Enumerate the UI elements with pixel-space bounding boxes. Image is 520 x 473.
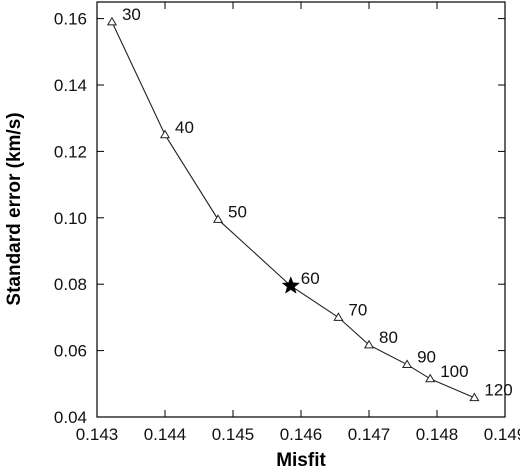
data-point-triangle	[363, 339, 375, 349]
data-point-label: 80	[379, 328, 398, 347]
x-tick-label: 0.145	[212, 425, 255, 444]
data-point-label: 30	[122, 5, 141, 24]
data-point-label: 40	[175, 118, 194, 137]
data-point-label: 50	[228, 202, 247, 221]
x-tick-label: 0.149	[484, 425, 520, 444]
x-tick-label: 0.146	[280, 425, 323, 444]
x-tick-label: 0.144	[144, 425, 187, 444]
data-point-star	[281, 276, 301, 294]
x-axis-title: Misfit	[276, 450, 326, 471]
y-axis: 0.04 0.06 0.08 0.10 0.12 0.14 0.16	[54, 10, 505, 427]
data-point-label: 60	[301, 269, 320, 288]
data-point-triangle	[159, 129, 171, 139]
x-tick-label: 0.147	[348, 425, 391, 444]
y-tick-label: 0.12	[54, 142, 87, 161]
y-tick-label: 0.16	[54, 10, 87, 29]
y-tick-label: 0.06	[54, 342, 87, 361]
data-point-triangle	[425, 373, 436, 383]
y-axis-title: Standard error (km/s)	[4, 112, 25, 305]
x-tick-label: 0.148	[416, 425, 459, 444]
data-point-triangle	[106, 16, 118, 26]
data-point-label: 90	[417, 348, 436, 367]
data-point-label: 120	[484, 381, 512, 400]
data-point-triangle	[402, 359, 413, 368]
data-point-triangle	[333, 312, 344, 321]
plot-frame	[96, 1, 506, 418]
x-tick-label: 0.143	[76, 425, 119, 444]
data-point-triangle	[212, 214, 224, 223]
y-tick-label: 0.14	[54, 76, 87, 95]
y-tick-label: 0.10	[54, 209, 87, 228]
y-tick-label: 0.04	[54, 408, 87, 427]
x-axis: 0.143 0.144 0.145 0.146 0.147 0.148 0.149	[76, 2, 520, 444]
data-point-label: 100	[440, 362, 468, 381]
data-point-triangle	[469, 392, 480, 402]
series-line	[111, 21, 475, 399]
data-point-label: 70	[348, 300, 367, 319]
y-tick-label: 0.08	[54, 275, 87, 294]
